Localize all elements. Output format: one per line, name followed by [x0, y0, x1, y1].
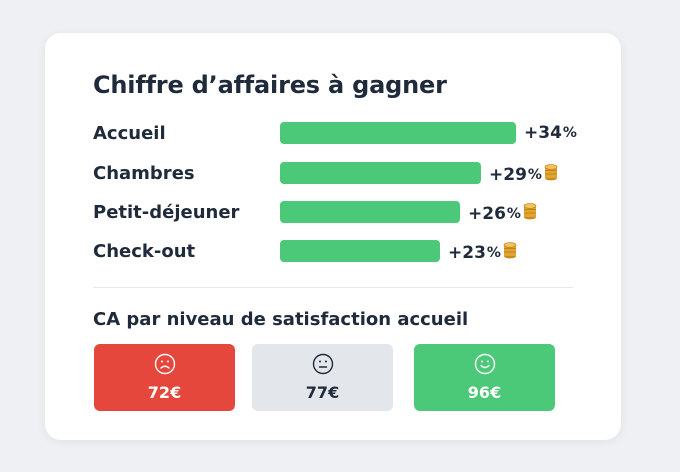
bar-accueil — [280, 122, 516, 144]
tile-value: 96€ — [467, 383, 502, 402]
satisfaction-title: CA par niveau de satisfaction accueil — [93, 309, 469, 330]
data-label: +26% — [468, 202, 537, 225]
category-label: Check-out — [93, 241, 196, 262]
data-label: +23% — [448, 241, 517, 264]
divider — [93, 287, 573, 288]
category-label: Accueil — [93, 123, 166, 144]
revenue-card: Chiffre d’affaires à gagner Accueil +34% C… — [45, 33, 621, 440]
tile-neutral: 77€ — [252, 344, 393, 411]
category-label: Petit-déjeuner — [93, 202, 240, 223]
chart-title: Chiffre d’affaires à gagner — [93, 71, 447, 99]
tile-value: 72€ — [147, 383, 182, 402]
tile-happy: 96€ — [414, 344, 555, 411]
bar-check-out — [280, 240, 440, 262]
bar-petit-déjeuner — [280, 201, 460, 223]
data-label: +29% — [489, 163, 558, 186]
category-label: Chambres — [93, 163, 195, 184]
tile-sad: 72€ — [94, 344, 235, 411]
sad-face-icon — [154, 353, 176, 383]
neutral-face-icon — [312, 353, 334, 383]
tile-value: 77€ — [305, 383, 340, 402]
coin-stack-icon — [502, 241, 517, 264]
happy-face-icon — [474, 353, 496, 383]
bar-chambres — [280, 162, 481, 184]
coin-stack-icon — [522, 202, 537, 225]
data-label: +34% — [524, 123, 577, 143]
coin-stack-icon — [543, 163, 558, 186]
